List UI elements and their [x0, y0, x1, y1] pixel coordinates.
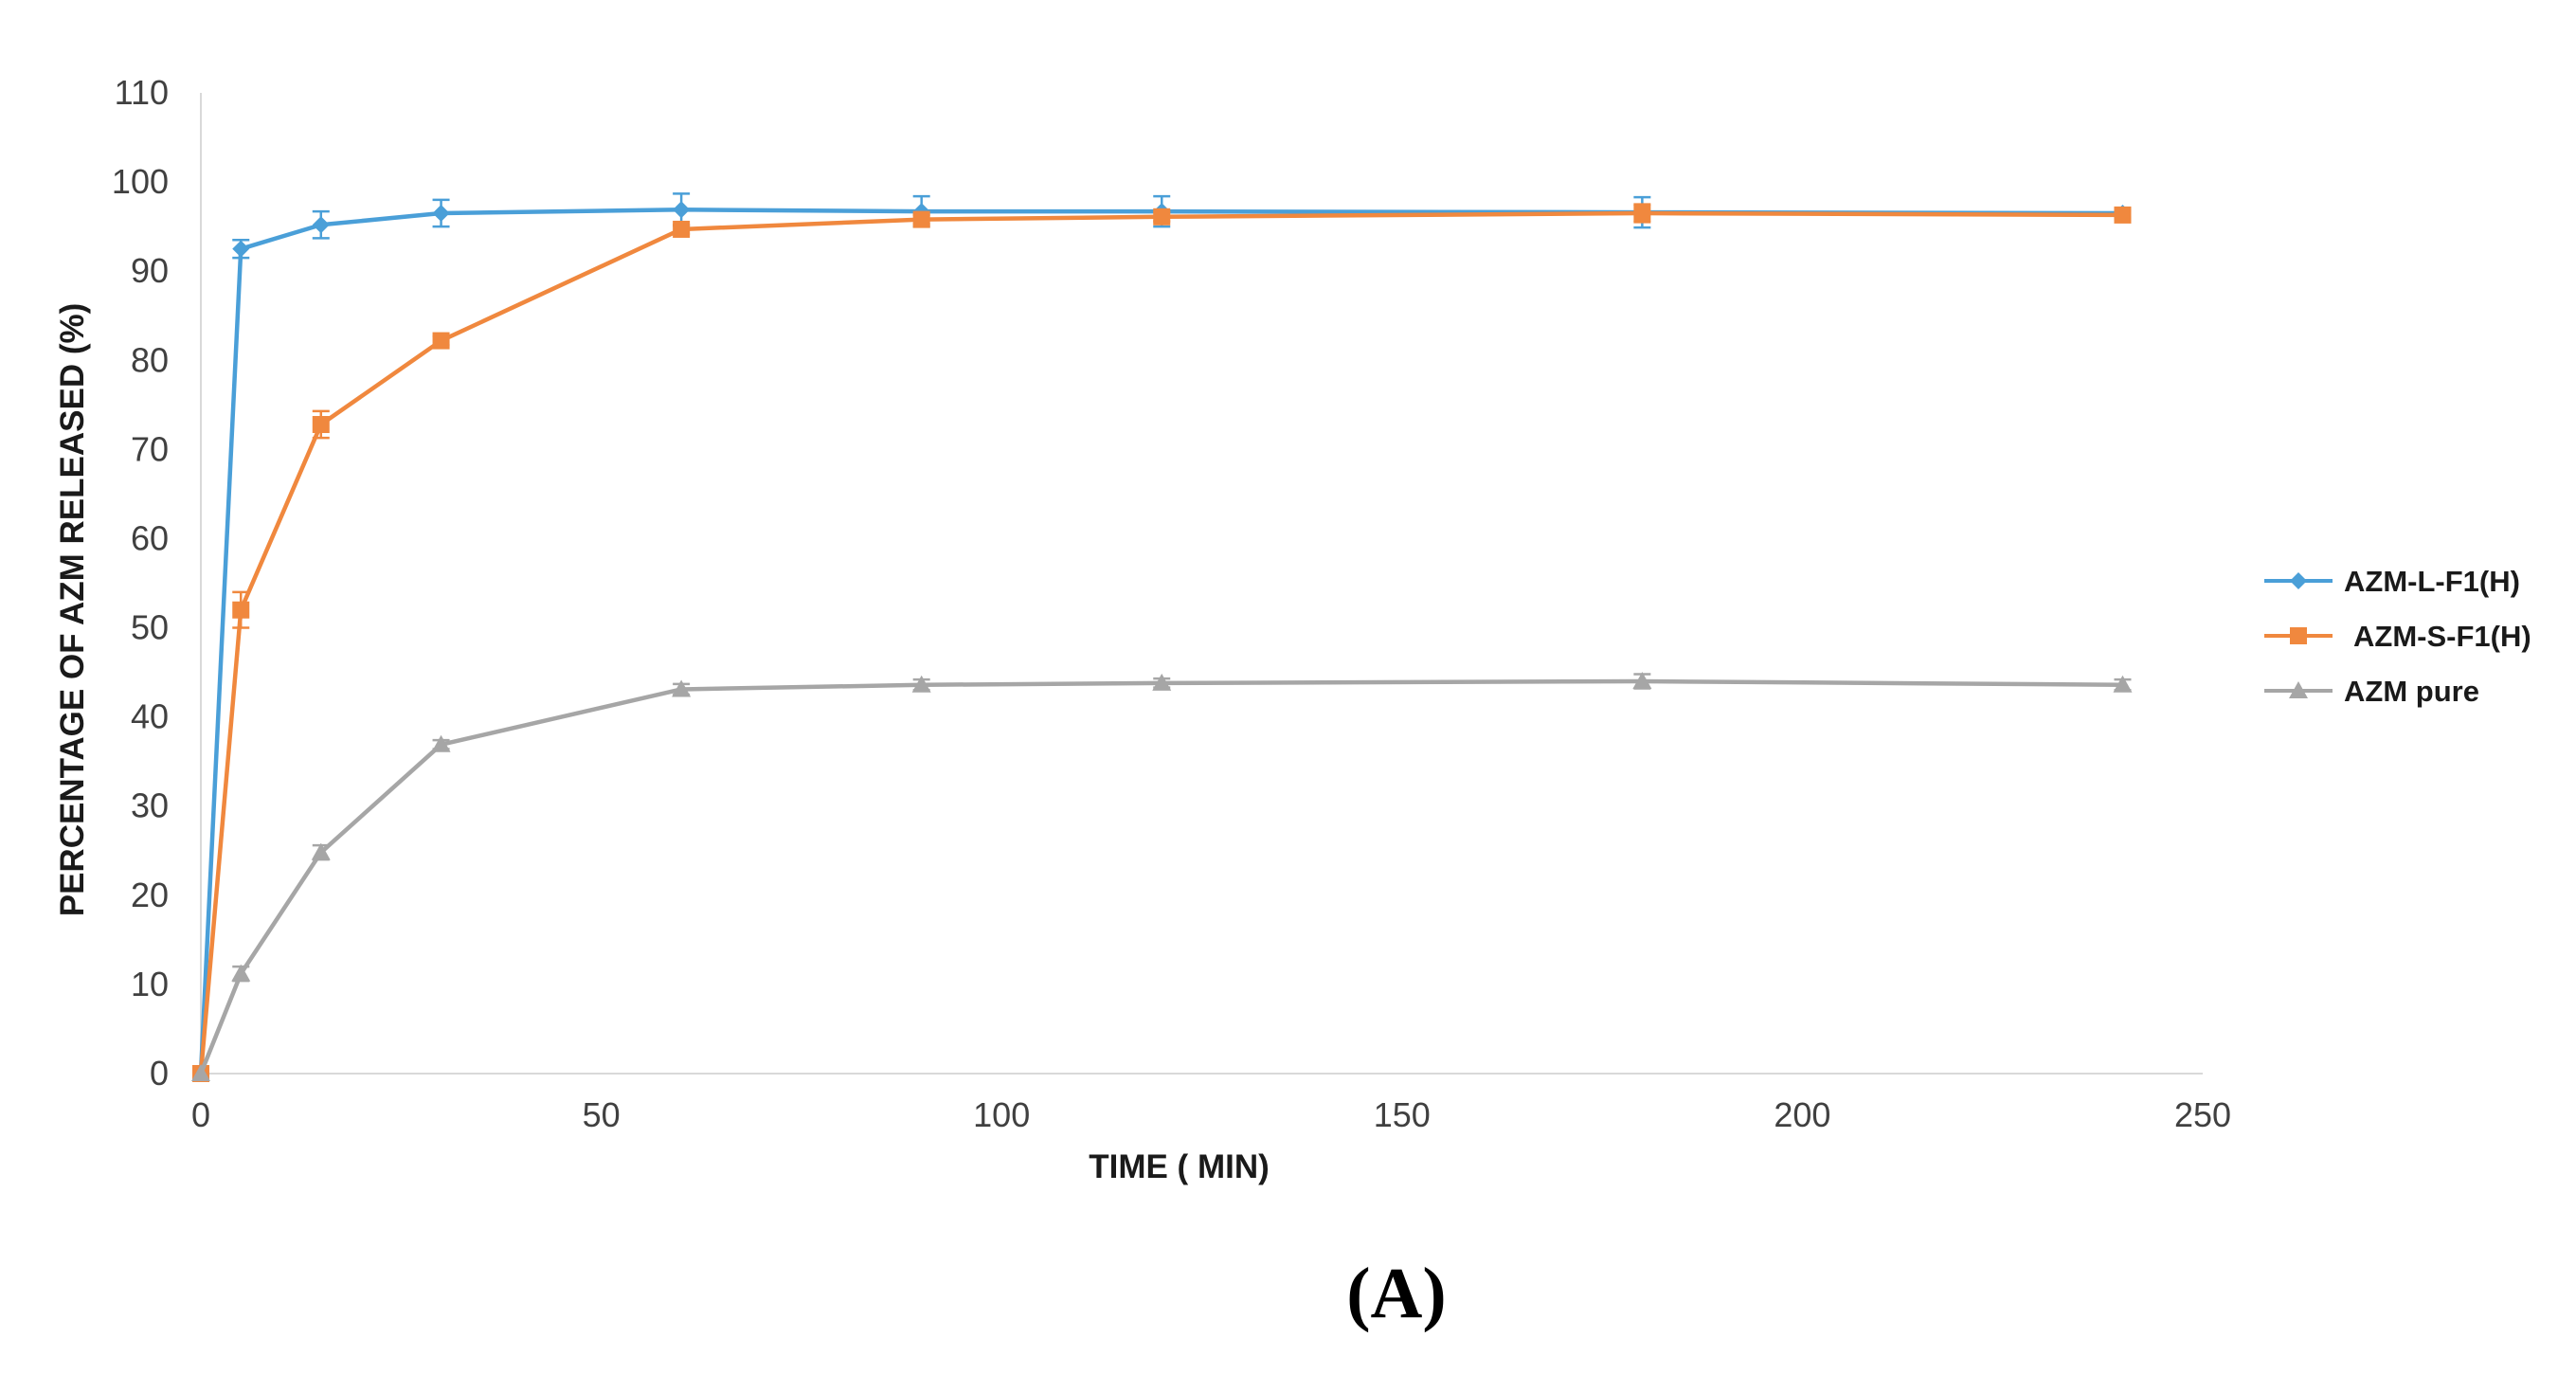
data-point [312, 216, 330, 234]
x-axis-title: TIME ( MIN) [1089, 1148, 1270, 1185]
series-2 [191, 672, 2133, 1081]
series-1 [192, 203, 2132, 1082]
y-tick-label: 70 [131, 429, 169, 468]
legend-label: AZM-L-F1(H) [2344, 565, 2520, 598]
x-tick-label: 200 [1774, 1095, 1830, 1134]
x-tick-label: 50 [583, 1095, 621, 1134]
legend: AZM-L-F1(H) AZM-S-F1(H) AZM pure [2264, 565, 2531, 708]
x-tick-label: 0 [191, 1095, 210, 1134]
data-point [673, 220, 691, 238]
legend-swatch-marker [2290, 627, 2307, 644]
legend-entry: AZM-L-F1(H) [2264, 565, 2520, 598]
data-point [312, 416, 330, 434]
series [191, 192, 2133, 1082]
series-0 [192, 192, 2132, 1082]
data-point [1153, 208, 1171, 226]
series-line [198, 210, 2123, 1075]
data-point [1633, 205, 1651, 223]
data-point [232, 240, 250, 258]
data-point [911, 675, 931, 693]
data-point [191, 1064, 210, 1081]
legend-label: AZM pure [2344, 675, 2479, 708]
data-point [311, 842, 331, 860]
y-tick-label: 0 [150, 1054, 169, 1093]
y-tick-label: 60 [131, 518, 169, 557]
data-point [432, 205, 450, 223]
panel-label: (A) [1346, 1254, 1447, 1333]
y-tick-label: 20 [131, 876, 169, 914]
data-point [231, 964, 251, 982]
tick-labels: 0 10 20 30 40 50 60 70 80 90 100 110 0 50 100 150 200 250 [112, 73, 2231, 1134]
legend-swatch-marker [2290, 572, 2307, 589]
y-tick-label: 80 [131, 340, 169, 379]
x-tick-label: 250 [2174, 1095, 2231, 1134]
x-tick-label: 150 [1374, 1095, 1431, 1134]
y-tick-label: 50 [131, 608, 169, 647]
y-tick-label: 10 [131, 965, 169, 1003]
data-point [2114, 206, 2132, 224]
y-tick-label: 40 [131, 697, 169, 736]
data-point [672, 679, 692, 697]
data-point [912, 210, 930, 228]
data-point [431, 734, 451, 752]
data-point [232, 601, 250, 619]
y-tick-label: 90 [131, 251, 169, 290]
legend-entry: AZM pure [2264, 675, 2479, 708]
data-point [2113, 675, 2133, 693]
series-line [198, 678, 2123, 1075]
data-point [1152, 673, 1172, 691]
legend-label: AZM-S-F1(H) [2353, 620, 2531, 653]
data-point [673, 201, 691, 219]
y-tick-label: 30 [131, 786, 169, 825]
axes [200, 93, 2203, 1075]
y-tick-label: 110 [115, 73, 169, 112]
y-axis-title: PERCENTAGE OF AZM RELEASED (%) [54, 303, 91, 917]
y-tick-label: 100 [112, 162, 169, 201]
legend-swatch-marker [2289, 681, 2308, 698]
series-line [198, 208, 2123, 1075]
x-tick-label: 100 [973, 1095, 1030, 1134]
data-point [432, 332, 450, 350]
legend-entry: AZM-S-F1(H) [2264, 620, 2531, 653]
data-point [1632, 672, 1652, 689]
